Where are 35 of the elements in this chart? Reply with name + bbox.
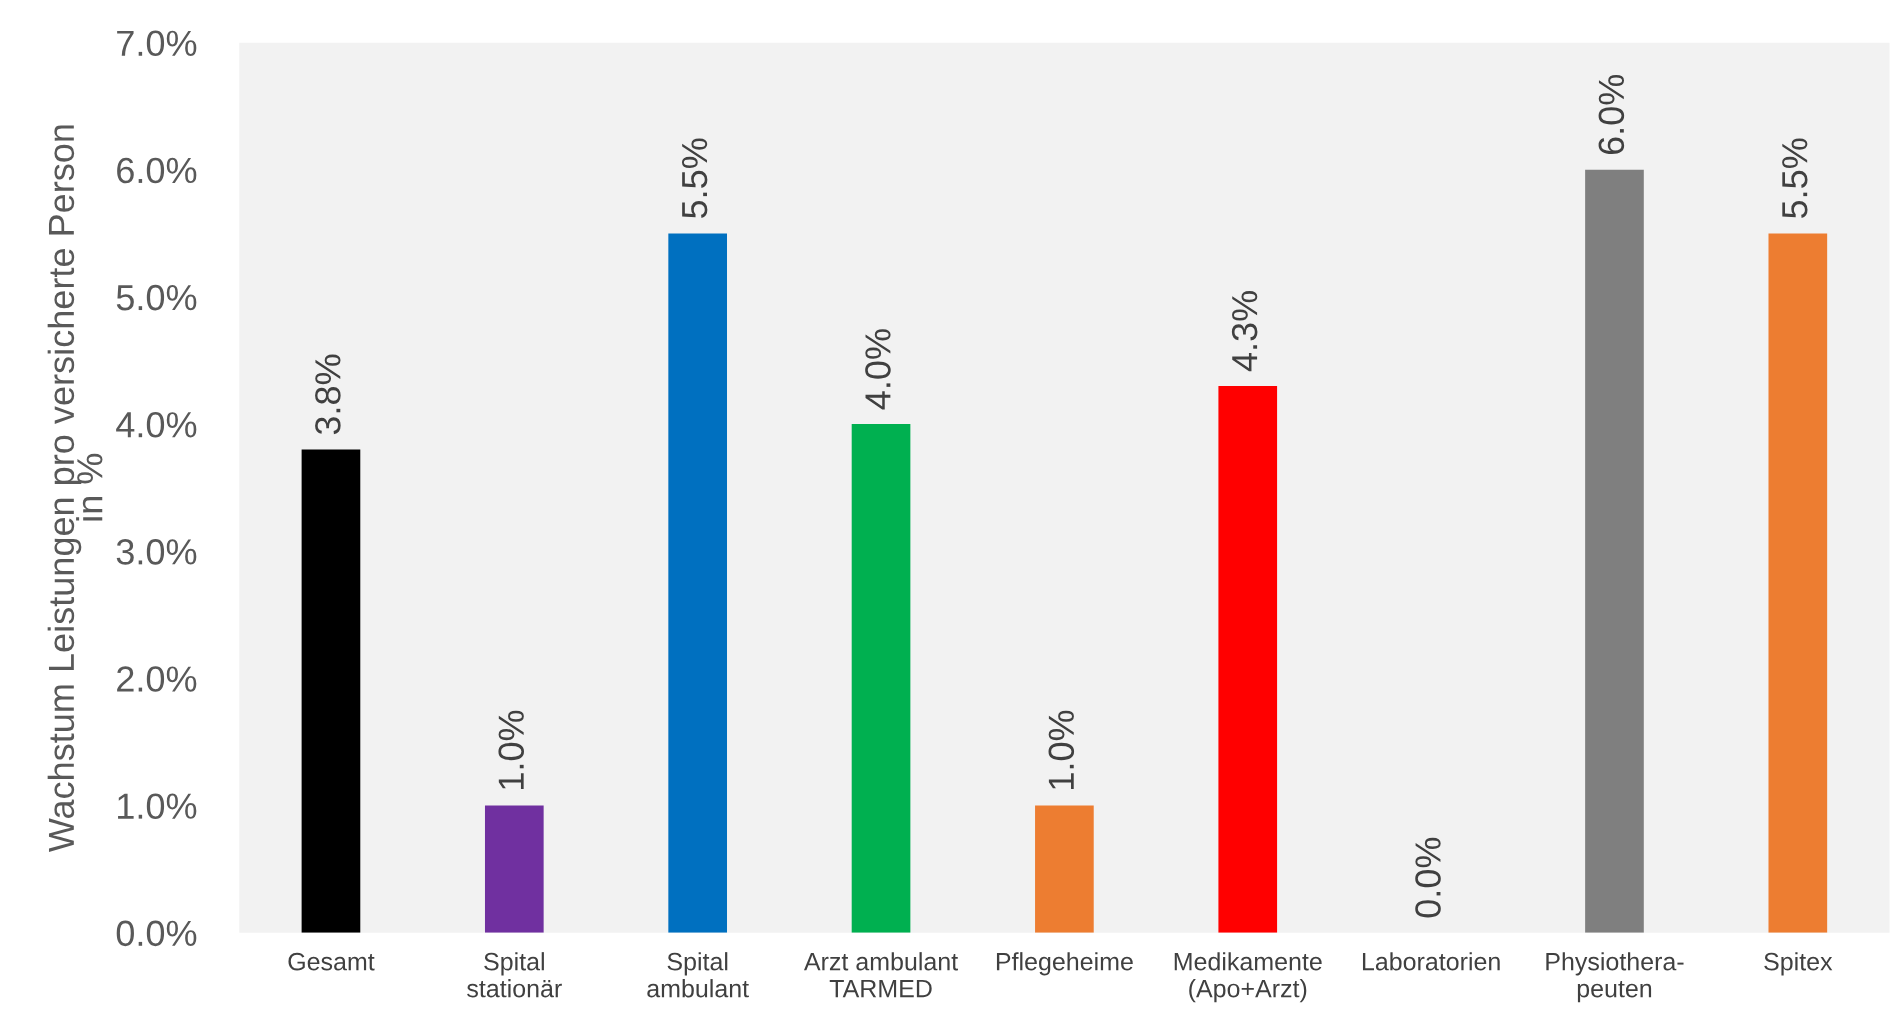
bar bbox=[301, 449, 361, 933]
data-label: 4.3% bbox=[1231, 291, 1258, 372]
x-tick-label: Gesamt bbox=[288, 952, 375, 971]
y-tick-label: 5.0% bbox=[116, 284, 197, 311]
y-tick-label: 7.0% bbox=[117, 30, 197, 57]
x-tick-label: Laboratorien bbox=[1362, 952, 1500, 971]
bar bbox=[668, 233, 728, 933]
bar bbox=[1218, 385, 1278, 933]
data-label: 5.5% bbox=[1782, 138, 1808, 219]
x-tick-label: Medikamente (Apo+Arzt) bbox=[1174, 952, 1322, 1003]
x-tick-label: Spital stationär bbox=[467, 952, 562, 998]
bar bbox=[1035, 805, 1094, 933]
bar bbox=[851, 424, 911, 933]
data-label: 1.0% bbox=[1048, 710, 1075, 789]
y-tick-label: 4.0% bbox=[116, 411, 197, 438]
data-label: 0.0% bbox=[1415, 837, 1441, 918]
bar bbox=[1585, 169, 1644, 933]
data-label: 6.0% bbox=[1598, 74, 1625, 155]
data-label: 3.8% bbox=[315, 354, 341, 435]
x-tick-label: Pflegeheime bbox=[996, 952, 1133, 976]
y-tick-label: 6.0% bbox=[117, 157, 197, 184]
bar bbox=[1768, 233, 1828, 933]
x-tick-label: Arzt ambulant TARMED bbox=[803, 952, 958, 998]
x-tick-label: Physiothera- peuten bbox=[1546, 952, 1684, 1003]
y-tick-label: 2.0% bbox=[117, 666, 197, 692]
data-label: 1.0% bbox=[498, 710, 525, 789]
data-label: 4.0% bbox=[865, 329, 891, 410]
x-tick-label: Spitex bbox=[1764, 952, 1833, 976]
y-tick-label: 0.0% bbox=[116, 920, 197, 947]
bar bbox=[484, 805, 544, 933]
y-tick-label: 3.0% bbox=[116, 539, 197, 565]
y-tick-label: 1.0% bbox=[118, 793, 197, 819]
y-axis-title: Wachstum Leistungen pro versicherte Person in % bbox=[47, 125, 103, 853]
x-tick-label: Spital ambulant bbox=[647, 952, 749, 998]
data-label: 5.5% bbox=[681, 138, 708, 219]
